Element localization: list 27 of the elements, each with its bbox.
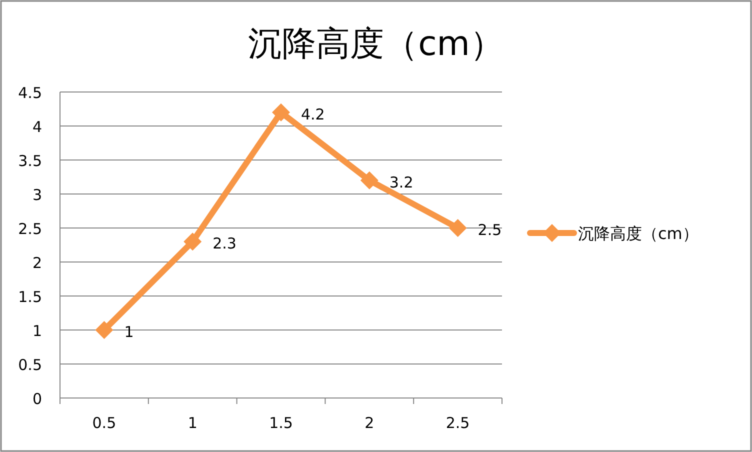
- point: [360, 171, 378, 190]
- x-tick-label: 1.5: [269, 414, 293, 432]
- y-tick-label: 1.5: [18, 288, 42, 306]
- y-tick-label: 3.5: [18, 152, 42, 170]
- x-tick-label: 1: [188, 414, 198, 432]
- data-label: 4.2: [301, 105, 325, 124]
- x-tick-label: 2.5: [446, 414, 470, 432]
- chart-title: 沉降高度（cm）: [248, 24, 504, 64]
- point: [95, 321, 114, 339]
- y-tick-label: 1: [32, 322, 42, 340]
- y-tick-label: 0: [32, 390, 42, 408]
- legend-label: 沉降高度（cm）: [578, 224, 698, 243]
- y-tick-label: 4: [32, 118, 42, 136]
- point: [184, 232, 202, 251]
- point: [272, 103, 290, 122]
- data-label: 1: [124, 323, 134, 341]
- x-tick-label: 0.5: [92, 414, 116, 432]
- y-tick-label: 0.5: [18, 356, 42, 374]
- point: [448, 219, 467, 237]
- x-tick-label: 2: [364, 414, 374, 432]
- data-label: 3.2: [389, 173, 414, 192]
- y-tick-label: 2.5: [18, 220, 42, 238]
- data-label: 2.3: [212, 234, 236, 253]
- y-tick-label: 4.5: [18, 84, 42, 102]
- y-tick-label: 3: [32, 186, 42, 204]
- y-tick-label: 2: [32, 254, 42, 272]
- data-label: 2.5: [478, 221, 502, 239]
